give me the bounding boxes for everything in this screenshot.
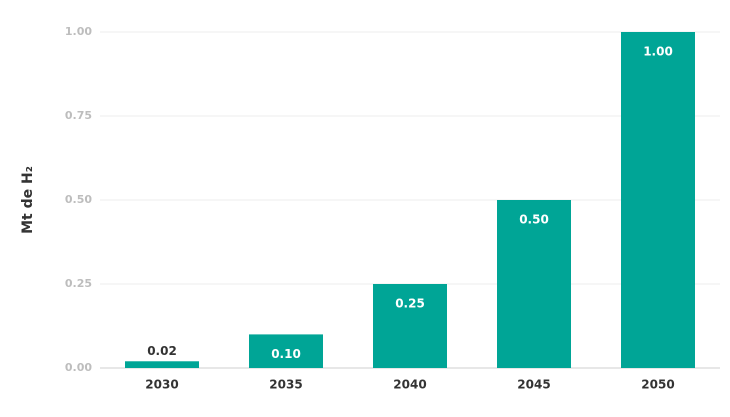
value-label: 0.10	[271, 347, 301, 361]
y-tick-label: 0.25	[65, 277, 92, 290]
value-label: 0.02	[147, 344, 177, 358]
y-tick-label: 1.00	[65, 25, 92, 38]
x-tick-label: 2035	[269, 378, 302, 392]
y-axis-label: Mt de H₂	[20, 166, 36, 234]
value-label: 0.25	[395, 297, 425, 311]
bar	[373, 284, 447, 368]
bar	[125, 361, 199, 368]
bar	[621, 32, 695, 368]
value-label: 0.50	[519, 213, 549, 227]
x-tick-label: 2030	[145, 378, 178, 392]
y-tick-label: 0.75	[65, 109, 92, 122]
value-label: 1.00	[643, 45, 673, 59]
x-tick-label: 2050	[641, 378, 674, 392]
bar	[249, 334, 323, 368]
bar	[497, 200, 571, 368]
x-tick-label: 2045	[517, 378, 550, 392]
x-tick-label: 2040	[393, 378, 426, 392]
y-tick-label: 0.50	[65, 193, 92, 206]
y-tick-label: 0.00	[65, 361, 92, 374]
